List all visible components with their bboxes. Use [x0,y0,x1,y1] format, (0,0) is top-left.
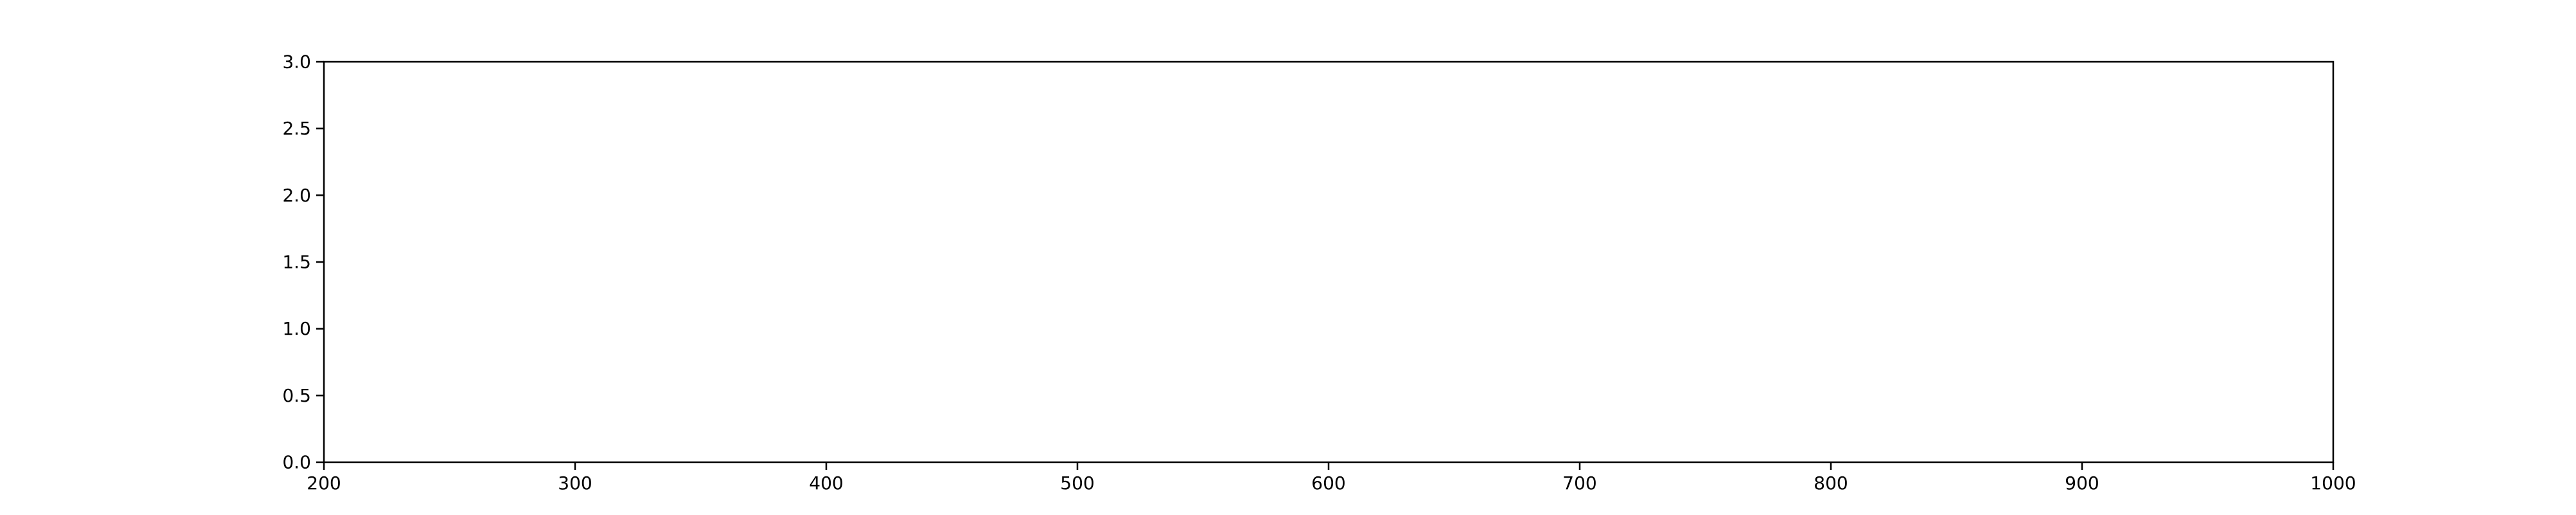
x-tick-label: 300 [558,473,592,494]
x-tick-label: 600 [1311,473,1345,494]
x-tick-label: 900 [2065,473,2099,494]
y-tick-label: 2.5 [282,118,311,139]
plot-area [324,62,2333,462]
y-tick-label: 0.0 [282,452,311,473]
x-tick-label: 700 [1562,473,1596,494]
x-tick-label: 400 [809,473,843,494]
x-axis: 200 300 400 500 600 700 800 900 1000 [307,462,2356,494]
y-axis: 0.0 0.5 1.0 1.5 2.0 2.5 3.0 [282,52,324,473]
y-tick-label: 3.0 [282,52,311,73]
y-tick-label: 1.0 [282,318,311,339]
y-tick-label: 2.0 [282,185,311,206]
x-tick-label: 500 [1060,473,1094,494]
y-tick-label: 1.5 [282,252,311,273]
x-tick-label: 1000 [2310,473,2356,494]
y-tick-label: 0.5 [282,385,311,406]
x-tick-label: 800 [1814,473,1848,494]
axis-frame [323,61,2334,464]
x-tick-label: 200 [307,473,341,494]
